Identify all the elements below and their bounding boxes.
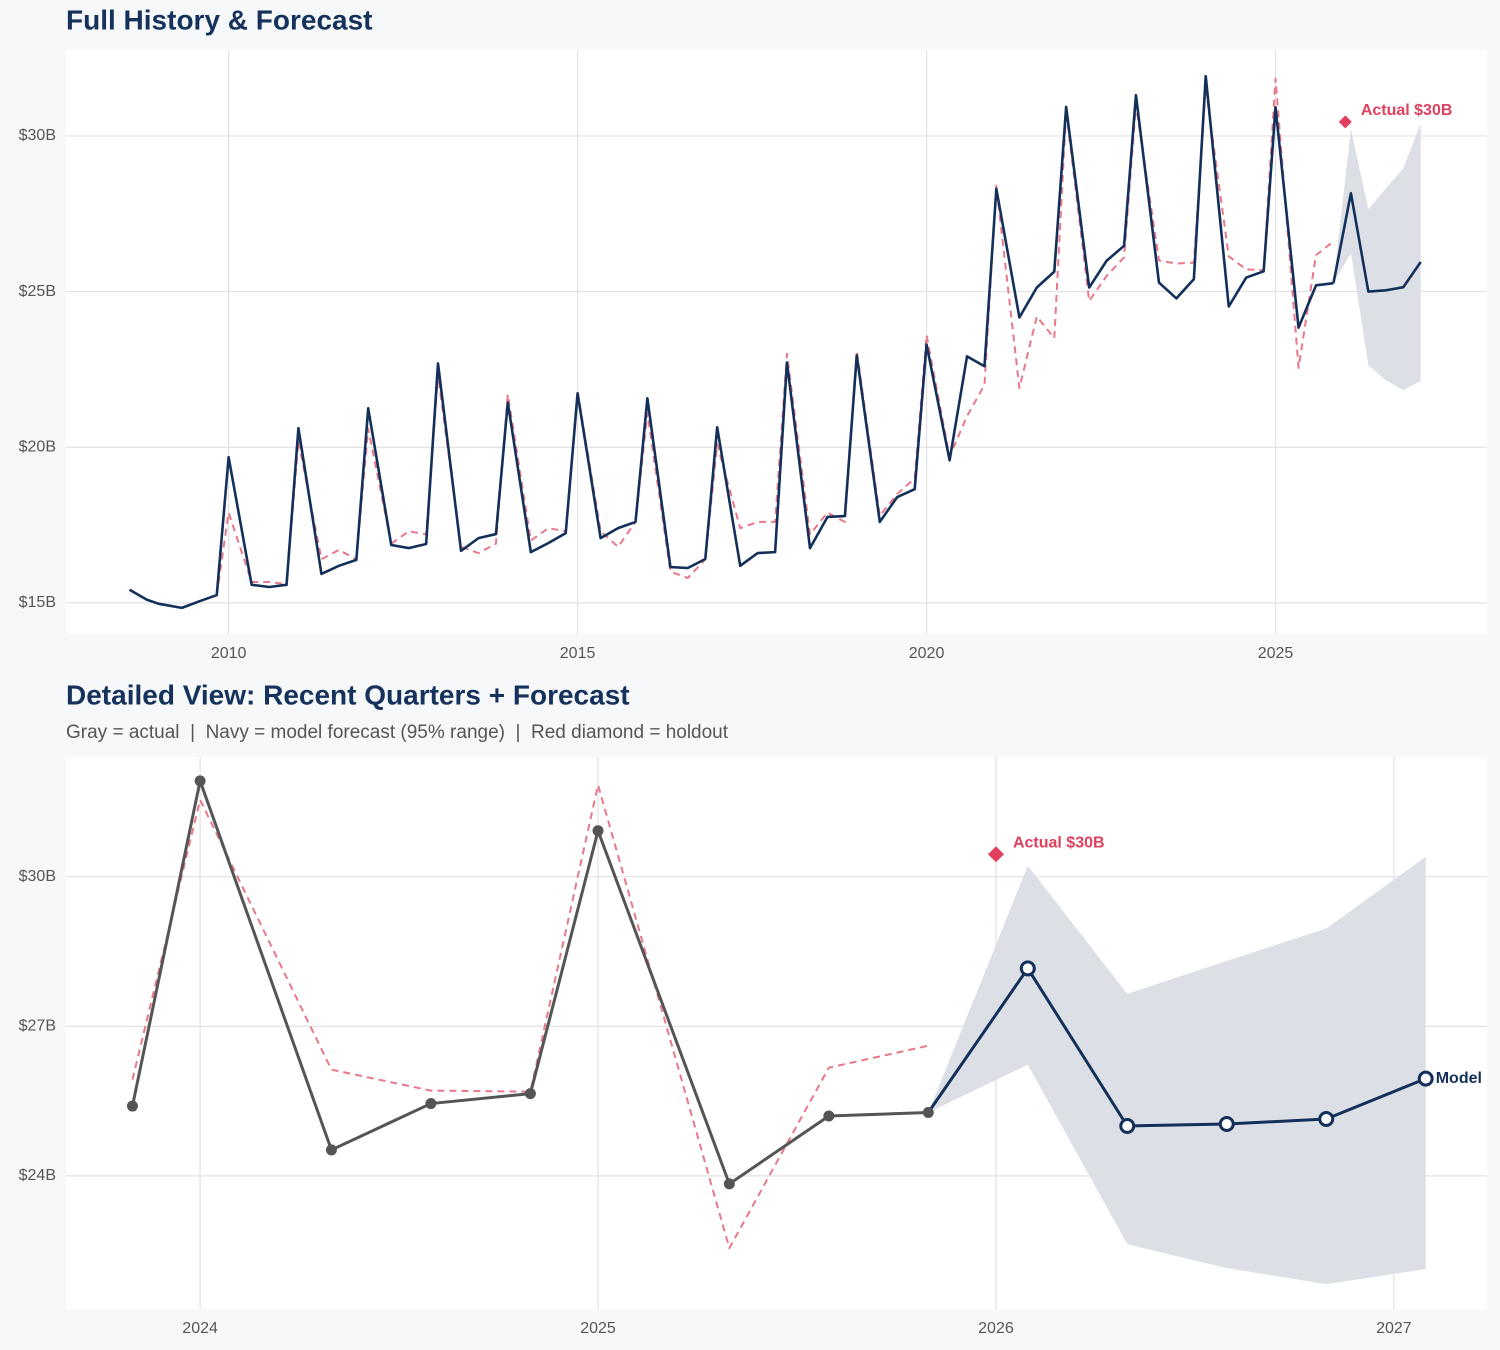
series-line — [128, 74, 1334, 610]
chart-title: Full History & Forecast — [66, 4, 373, 35]
chart-subtitle: Gray = actual | Navy = model forecast (9… — [66, 722, 729, 743]
x-tick-label: 2020 — [909, 645, 945, 662]
series-line — [131, 783, 929, 1250]
x-tick-label: 2027 — [1376, 1320, 1412, 1337]
data-point — [1218, 1116, 1235, 1133]
series-line — [927, 966, 1427, 1128]
annotation-label: Actual $30B — [1013, 834, 1105, 851]
x-tick-label: 2026 — [978, 1320, 1014, 1337]
y-tick-label: $30B — [19, 127, 56, 144]
y-tick-label: $30B — [19, 868, 56, 885]
series-line — [1332, 191, 1422, 293]
y-tick-label: $15B — [19, 594, 56, 611]
data-point — [194, 775, 206, 787]
series-line — [215, 77, 1335, 596]
data-point — [126, 1100, 138, 1112]
forecast-band — [1333, 123, 1421, 391]
holdout-marker — [1338, 115, 1352, 129]
chart-title: Detailed View: Recent Quarters + Forecas… — [66, 679, 630, 710]
data-point — [1417, 1070, 1434, 1087]
data-point — [1119, 1117, 1136, 1134]
data-point — [723, 1178, 735, 1190]
x-tick-label: 2010 — [211, 645, 247, 662]
y-tick-label: $20B — [19, 438, 56, 455]
data-point — [325, 1144, 337, 1156]
y-tick-label: $27B — [19, 1017, 56, 1034]
x-tick-label: 2024 — [182, 1320, 218, 1337]
data-point — [524, 1088, 536, 1100]
forecast-band — [928, 856, 1426, 1285]
annotation-label: Actual $30B — [1361, 102, 1453, 119]
data-point — [1318, 1111, 1335, 1128]
holdout-marker — [987, 846, 1004, 863]
data-point — [1019, 960, 1036, 977]
data-point — [823, 1110, 835, 1122]
y-tick-label: $25B — [19, 283, 56, 300]
x-tick-label: 2025 — [1258, 645, 1294, 662]
x-tick-label: 2025 — [580, 1320, 616, 1337]
series-end-label: Model — [1436, 1070, 1482, 1087]
data-point — [425, 1098, 437, 1110]
y-tick-label: $24B — [19, 1167, 56, 1184]
x-tick-label: 2015 — [560, 645, 596, 662]
data-point — [922, 1107, 934, 1119]
data-point — [592, 825, 604, 837]
